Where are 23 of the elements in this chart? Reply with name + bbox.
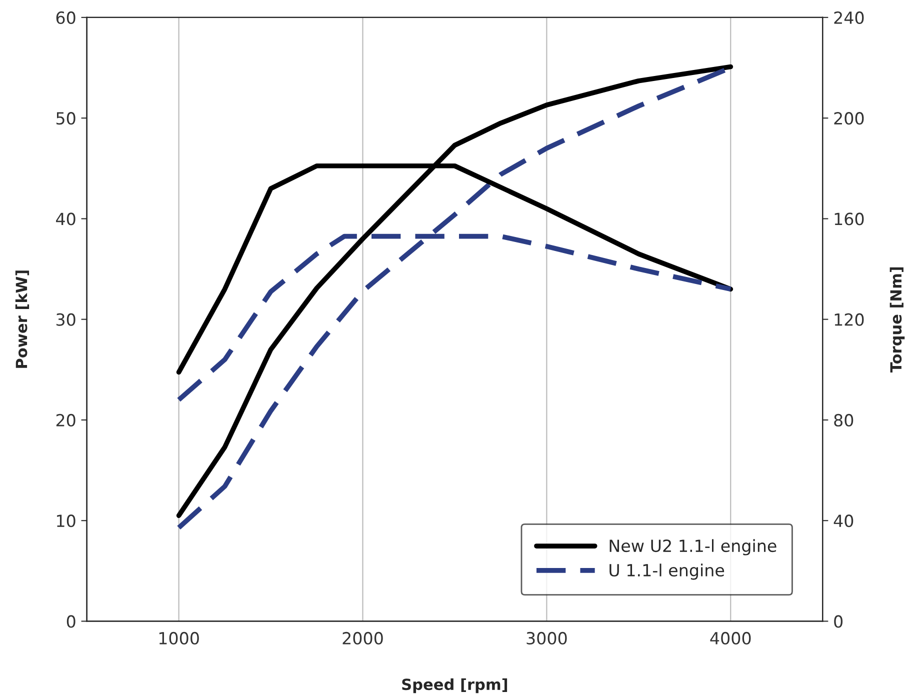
x-tick-label: 4000	[710, 632, 751, 645]
legend-label: U 1.1-l engine	[610, 564, 724, 580]
legend-label: New U2 1.1-l engine	[610, 539, 776, 556]
y2-tick-label: 160	[834, 212, 864, 226]
y2-tick-label: 0	[834, 615, 843, 628]
x-tick-label: 2000	[342, 632, 383, 645]
y-tick-label: 20	[56, 414, 76, 427]
y-tick-label: 50	[56, 112, 76, 125]
x-tick-label: 3000	[526, 632, 567, 645]
y2-tick-label: 240	[834, 11, 864, 24]
y-axis-title: Power [kW]	[15, 270, 30, 368]
y2-tick-label: 40	[834, 514, 854, 528]
y2-tick-label: 120	[834, 313, 864, 326]
y-tick-label: 10	[57, 514, 76, 528]
y-tick-label: 40	[56, 212, 76, 226]
y-tick-label: 30	[56, 313, 76, 326]
y2-axis-title: Torque [Nm]	[890, 267, 905, 373]
y-tick-label: 60	[56, 11, 76, 24]
y2-tick-label: 80	[834, 414, 854, 427]
y2-tick-label: 200	[834, 112, 864, 125]
y-tick-label: 0	[66, 615, 76, 628]
x-tick-label: 1000	[159, 632, 199, 645]
x-axis-title: Speed [rpm]	[402, 678, 508, 694]
